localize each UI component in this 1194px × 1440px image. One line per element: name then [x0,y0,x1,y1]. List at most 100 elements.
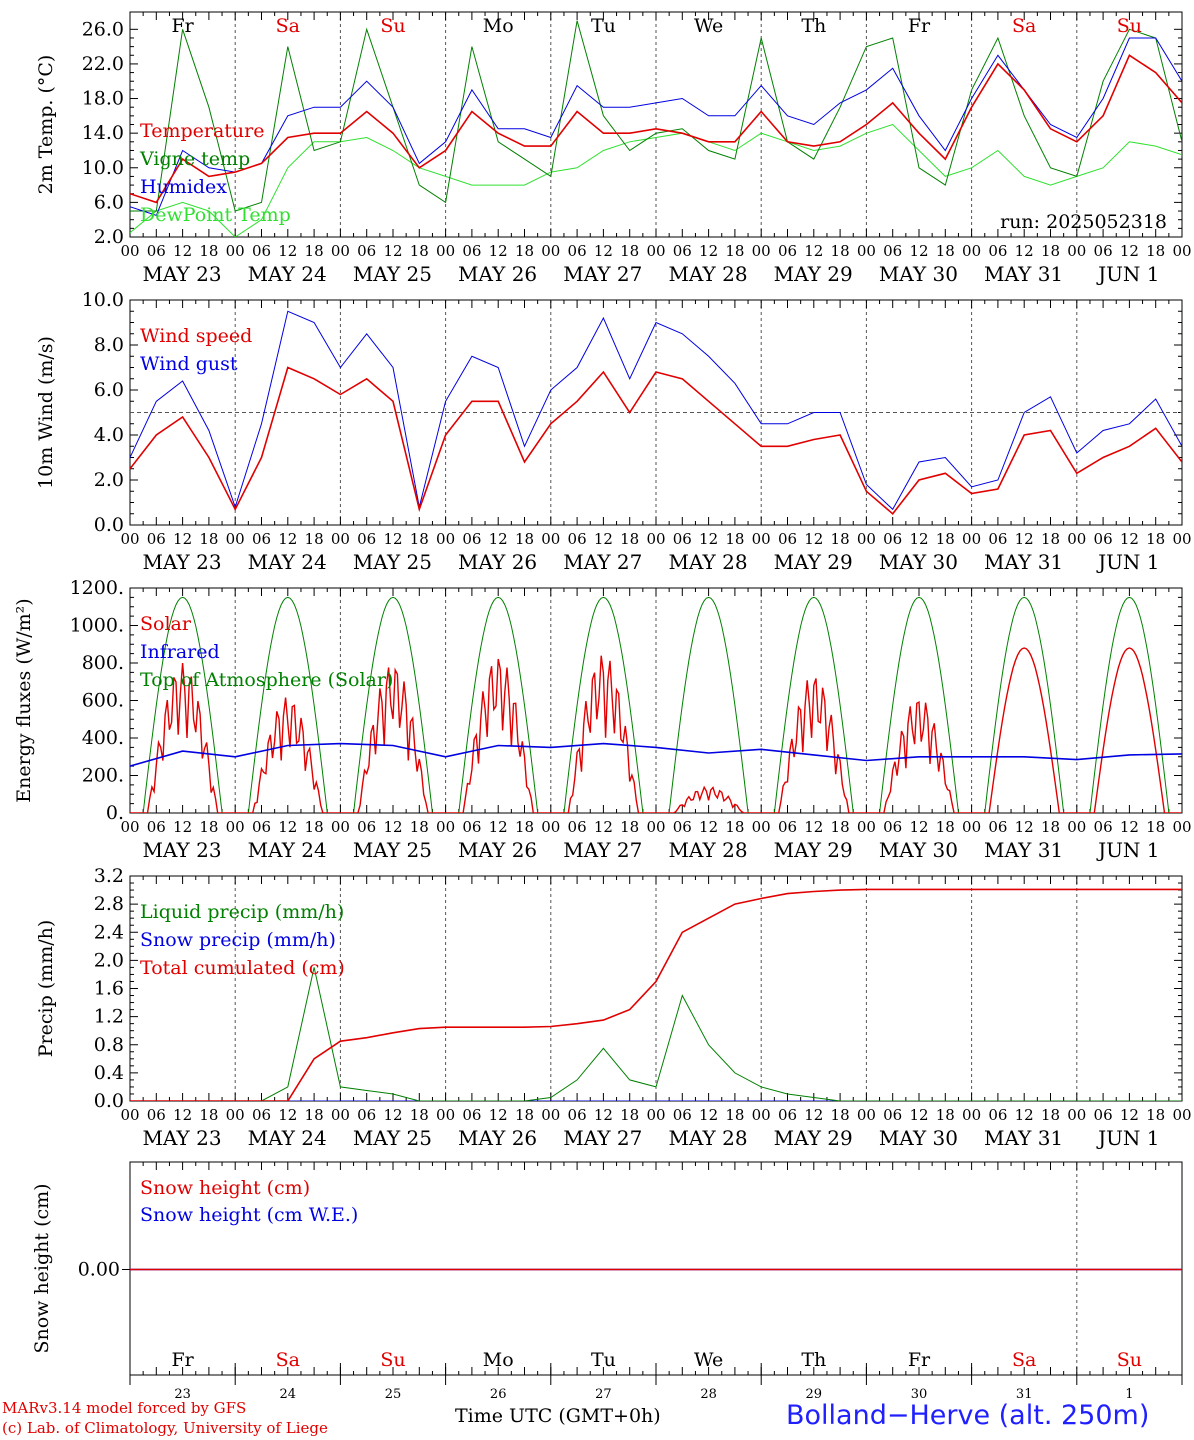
hour-label: 06 [462,530,481,548]
hour-label: 18 [936,242,955,260]
series-temperature [130,54,1182,204]
day-label: Mo [483,1349,514,1371]
day-label: Sa [1012,15,1036,37]
date-label: MAY 30 [879,262,958,286]
hour-label: 00 [120,242,139,260]
hour-label: 06 [252,818,271,836]
y-tick-label: 10.0 [82,157,124,179]
legend-entry: Vigne temp [139,148,250,170]
series-infrared [130,742,1182,767]
hour-label: 12 [383,818,402,836]
date-label: MAY 29 [774,550,853,574]
legend-entry: Wind speed [140,325,252,347]
hour-label: 12 [278,530,297,548]
hour-label: 00 [752,1106,771,1124]
hour-label: 12 [594,1106,613,1124]
date-label: MAY 28 [668,262,747,286]
y-tick-label: 4.0 [94,424,124,446]
date-label: JUN 1 [1096,838,1159,862]
hour-label: 00 [541,818,560,836]
hour-label: 18 [410,530,429,548]
y-tick-label: 0.0 [94,1090,124,1112]
hour-label: 18 [831,242,850,260]
series-top-of-atmosphere-solar [130,596,1182,813]
hour-label: 06 [568,242,587,260]
hour-label: 06 [568,530,587,548]
legend-entry: DewPoint Temp [140,204,291,226]
date-label: MAY 26 [458,550,537,574]
hour-label: 00 [331,1106,350,1124]
hour-label: 18 [725,818,744,836]
hour-label: 12 [699,530,718,548]
day-number-label: 27 [595,1387,612,1402]
day-label: Fr [171,15,194,37]
hour-label: 18 [620,242,639,260]
date-label: MAY 27 [563,550,642,574]
hour-label: 06 [462,242,481,260]
hour-label: 06 [1094,1106,1113,1124]
legend-entry: Snow height (cm W.E.) [140,1204,358,1226]
day-label: Fr [908,15,931,37]
hour-label: 06 [462,1106,481,1124]
hour-label: 06 [357,530,376,548]
hour-label: 18 [725,1106,744,1124]
y-tick-label: 0.00 [78,1259,120,1281]
hour-label: 18 [725,242,744,260]
hour-label: 00 [120,1106,139,1124]
hour-label: 06 [568,1106,587,1124]
hour-label: 06 [673,1106,692,1124]
hour-label: 06 [988,1106,1007,1124]
legend-entry: Top of Atmosphere (Solar) [140,669,393,691]
hour-label: 12 [1120,530,1139,548]
hour-label: 18 [620,530,639,548]
hour-label: 00 [857,818,876,836]
hour-label: 12 [804,818,823,836]
hour-label: 00 [226,818,245,836]
day-label: Th [801,15,826,37]
hour-label: 12 [909,1106,928,1124]
hour-label: 12 [699,1106,718,1124]
hour-label: 00 [120,818,139,836]
day-label: Th [801,1349,826,1371]
day-label: Sa [276,15,300,37]
y-axis-label: Snow height (cm) [31,1183,53,1353]
date-label: MAY 23 [142,550,221,574]
date-label: MAY 28 [668,1126,747,1150]
legend-entry: Wind gust [140,353,238,375]
hour-label: 18 [725,530,744,548]
day-label: Fr [908,1349,931,1371]
panel-5: 0.00 Snow height (cm) Fr Sa Su Mo Tu We Th Fr Sa Su… [31,1161,1183,1402]
hour-label: 12 [383,242,402,260]
hour-label: 18 [410,1106,429,1124]
y-tick-label: 26.0 [82,18,124,40]
hour-label: 12 [489,818,508,836]
hour-label: 06 [568,818,587,836]
hour-label: 06 [778,242,797,260]
hour-label: 12 [278,818,297,836]
y-tick-label: 0.8 [94,1034,124,1056]
hour-label: 12 [173,1106,192,1124]
hour-label: 00 [857,530,876,548]
day-number-label: 26 [490,1387,507,1402]
day-label: Su [380,1349,405,1371]
hour-label: 18 [1041,242,1060,260]
date-label: MAY 31 [984,838,1063,862]
hour-label: 12 [489,1106,508,1124]
y-tick-label: 2.0 [94,226,124,248]
day-label: We [694,15,723,37]
hour-label: 12 [909,530,928,548]
day-label: Su [1117,15,1142,37]
hour-label: 18 [515,242,534,260]
y-tick-label: 2.8 [94,893,124,915]
hour-label: 00 [1067,530,1086,548]
y-tick-label: 2.0 [94,469,124,491]
hour-label: 18 [305,1106,324,1124]
date-label: MAY 23 [142,262,221,286]
hour-label: 12 [173,818,192,836]
hour-label: 12 [1120,242,1139,260]
date-label: MAY 28 [668,550,747,574]
y-tick-label: 1200. [70,577,124,599]
run-label: run: 2025052318 [1000,211,1167,233]
date-label: MAY 30 [879,838,958,862]
